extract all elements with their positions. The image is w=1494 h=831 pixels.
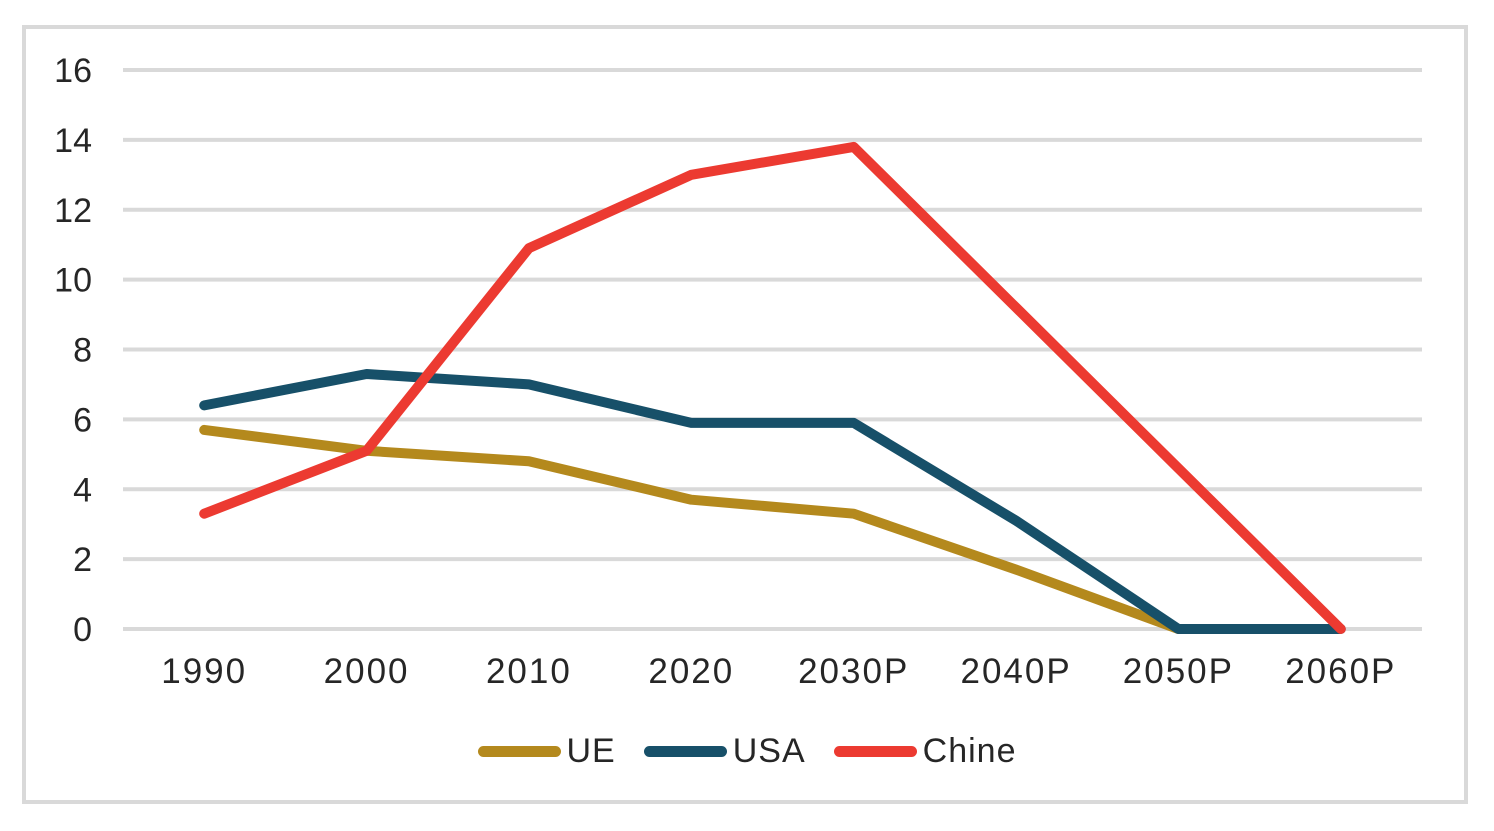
- series-line-usa: [199, 369, 1346, 634]
- x-tick-label: 2060P: [1285, 652, 1396, 691]
- legend-item-usa: USA: [643, 732, 806, 770]
- y-tick-label: 2: [73, 541, 92, 579]
- y-tick-label: 6: [73, 401, 92, 439]
- x-tick-label: 2020: [648, 652, 734, 691]
- x-tick-label: 2040P: [960, 652, 1071, 691]
- y-tick-label: 16: [54, 52, 92, 90]
- x-tick-label: 1990: [161, 652, 247, 691]
- y-tick-label: 8: [73, 332, 92, 370]
- legend-label: USA: [732, 732, 806, 770]
- legend-label: Chine: [922, 732, 1017, 770]
- x-tick-label: 2000: [324, 652, 410, 691]
- legend-swatch-usa: [643, 745, 727, 757]
- y-tick-label: 0: [73, 611, 92, 649]
- legend-label: UE: [566, 732, 616, 770]
- legend-swatch-ue: [477, 745, 561, 757]
- y-tick-label: 10: [54, 262, 92, 300]
- x-tick-label: 2010: [486, 652, 572, 691]
- chart-legend: UE USA Chine: [0, 732, 1494, 770]
- x-tick-label: 2050P: [1123, 652, 1234, 691]
- x-tick-label: 2030P: [798, 652, 909, 691]
- series-line-chine: [199, 141, 1346, 634]
- chart-frame: [22, 25, 1468, 804]
- legend-item-ue: UE: [477, 732, 616, 770]
- y-tick-label: 4: [73, 471, 92, 509]
- legend-item-chine: Chine: [833, 732, 1017, 770]
- y-tick-label: 12: [54, 192, 92, 230]
- y-tick-label: 14: [54, 122, 92, 160]
- legend-swatch-chine: [833, 745, 917, 757]
